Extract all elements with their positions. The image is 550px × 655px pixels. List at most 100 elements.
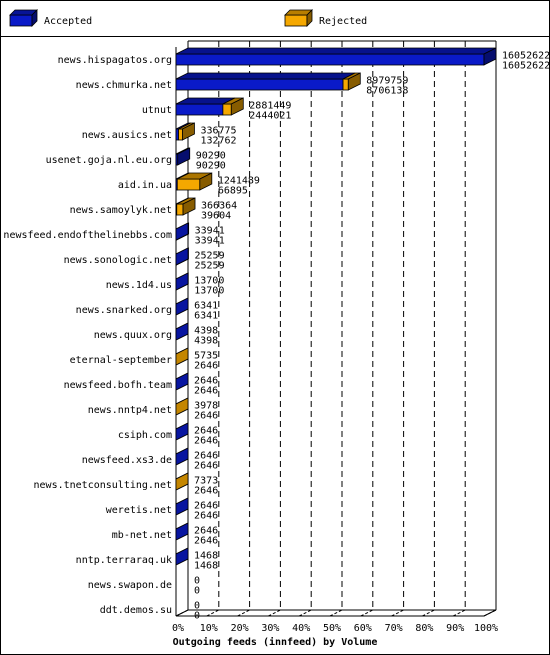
legend-item-rejected: Rejected [284, 9, 367, 27]
bar-row: ddt.demos.su 00 [100, 601, 200, 622]
bar-rejected-side [199, 172, 213, 191]
bar-stub [175, 547, 189, 566]
category-label: news.sonologic.net [64, 255, 172, 266]
value-label-accepted: 39604 [201, 211, 231, 222]
category-label: news.chmurka.net [76, 80, 172, 91]
x-tick-label: 0% [172, 623, 184, 634]
value-label-accepted: 66895 [218, 186, 248, 197]
value-label-accepted: 0 [194, 611, 200, 622]
bar-stub [175, 272, 189, 291]
value-label-accepted: 2646 [194, 536, 218, 547]
category-label: usenet.goja.nl.eu.org [46, 155, 172, 166]
floor-tick [268, 609, 281, 617]
bar-stub [175, 447, 189, 466]
value-label-offered: 1468 [194, 551, 218, 562]
floor-tick [298, 609, 312, 617]
x-tick-label: 90% [446, 623, 464, 634]
category-label: news.ausics.net [82, 130, 172, 141]
value-label-accepted: 6341 [194, 311, 218, 322]
category-label: newsfeed.xs3.de [82, 455, 172, 466]
x-tick-label: 60% [354, 623, 372, 634]
x-tick-label: 100% [474, 623, 498, 634]
value-label-offered: 6341 [194, 301, 218, 312]
floor-tick [483, 609, 497, 617]
bar-rejected-side [230, 97, 244, 116]
category-label: news.snarked.org [76, 305, 172, 316]
value-label-offered: 336775 [200, 126, 236, 137]
bar-rejected [222, 103, 232, 116]
value-label-accepted: 2646 [194, 411, 218, 422]
value-label-accepted: 1468 [194, 561, 218, 572]
category-label: utnut [142, 105, 172, 116]
chart-title: Outgoing feeds (innfeed) by Volume [173, 636, 378, 648]
bar-stub [175, 497, 189, 516]
bar-accepted-top [175, 47, 497, 55]
legend-swatch-side [31, 9, 38, 27]
floor-tick [452, 609, 466, 617]
value-label-accepted: 4398 [194, 336, 218, 347]
bar-accepted [175, 78, 344, 91]
legend-swatch-front [284, 14, 308, 27]
value-label-accepted: 2646 [194, 386, 218, 397]
value-label-accepted: 0 [194, 586, 200, 597]
category-label: news.swapon.de [88, 580, 172, 591]
value-label-accepted: 25259 [194, 261, 224, 272]
floor-tick [206, 609, 220, 617]
bar-stub [175, 297, 189, 316]
value-label-offered: 25259 [194, 251, 224, 262]
x-tick-label: 30% [261, 623, 279, 634]
floor-tick [237, 609, 250, 617]
x-tick-label: 10% [200, 623, 218, 634]
category-label: ddt.demos.su [100, 605, 172, 616]
bar-accepted [175, 103, 224, 116]
x-tick-label: 80% [415, 623, 433, 634]
category-label: weretis.net [106, 505, 172, 516]
value-label-accepted: 90290 [196, 161, 226, 172]
category-label: eternal-september [70, 355, 172, 366]
floor-tick [391, 609, 404, 617]
floor-tick [360, 609, 374, 617]
value-label-offered: 5735 [194, 351, 218, 362]
category-label: newsfeed.endofthelinebbs.com [3, 230, 172, 241]
value-label-offered: 3978 [194, 401, 218, 412]
value-label-offered: 0 [194, 601, 200, 612]
legend-label: Accepted [44, 16, 92, 27]
bar-accepted [175, 53, 485, 66]
value-label-accepted: 8706138 [366, 86, 408, 97]
value-label-accepted: 33941 [195, 236, 225, 247]
bar-rejected-side [347, 72, 361, 91]
floor-tick [329, 609, 343, 617]
legend-swatch-front [9, 14, 33, 27]
category-label: newsfeed.bofh.team [64, 380, 172, 391]
value-label-offered: 2881449 [249, 101, 291, 112]
bar-rejected [178, 128, 183, 141]
value-label-accepted: 2646 [194, 461, 218, 472]
bar-rejected [342, 78, 349, 91]
bar-stub [175, 222, 189, 241]
value-label-accepted: 2646 [194, 361, 218, 372]
category-label: news.tnetconsulting.net [34, 480, 172, 491]
bar-accepted-side [483, 47, 497, 66]
value-label-offered: 0 [194, 576, 200, 587]
bar-rejected-side [182, 197, 196, 216]
